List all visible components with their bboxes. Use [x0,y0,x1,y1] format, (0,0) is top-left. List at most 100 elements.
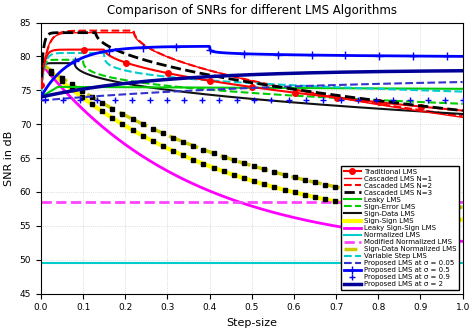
Proposed LMS at σ = 0.9 [216,98,222,102]
Leaky LMS [242,86,248,90]
Proposed LMS at σ = 0.9 [60,98,65,102]
Proposed LMS at σ = 2 [460,69,465,73]
Cascaded LMS N=1 [385,104,391,108]
Cascaded LMS N=1 [130,31,136,35]
Cascaded LMS N=2 [130,29,136,33]
Leaky Sign-Sign LMS [238,201,244,205]
Proposed LMS at σ = 0.05 [289,84,295,88]
Cascaded LMS N=2 [242,77,248,81]
Line: Variable Step LMS: Variable Step LMS [41,53,463,92]
Proposed LMS at σ = 0.9 [112,98,118,102]
Proposed LMS at σ = 0.9 [442,98,448,102]
Cascaded LMS N=3 [38,75,44,79]
Leaky LMS [55,85,61,89]
Line: Sign-Sign LMS: Sign-Sign LMS [41,63,463,220]
Sign-Data Normalized LMS [384,195,390,199]
Proposed LMS at σ = 0.05 [460,80,465,84]
Proposed LMS at σ = 0.5 [460,54,465,58]
Title: Comparison of SNRs for different LMS Algorithms: Comparison of SNRs for different LMS Alg… [107,4,397,17]
Sign-Error LMS [460,102,465,106]
Line: Proposed LMS at σ = 0.5: Proposed LMS at σ = 0.5 [37,42,467,101]
Traditional LMS [450,108,456,112]
X-axis label: Step-size: Step-size [226,318,277,328]
Cascaded LMS N=1 [290,88,296,92]
Cascaded LMS N=3 [290,87,296,91]
Sign-Data LMS [72,61,77,65]
Sign-Data LMS [267,99,273,103]
Proposed LMS at σ = 0.5 [290,53,296,57]
Line: Proposed LMS at σ = 0.05: Proposed LMS at σ = 0.05 [41,82,463,100]
Leaky LMS [267,86,273,90]
Line: Sign-Data Normalized LMS: Sign-Data Normalized LMS [41,63,463,208]
Cascaded LMS N=2 [239,77,245,81]
Sign-Error LMS [267,92,273,96]
Line: Leaky Sign-Sign LMS: Leaky Sign-Sign LMS [41,64,463,241]
Sign-Sign LMS [450,217,456,221]
Variable Step LMS [290,83,296,87]
Leaky Sign-Sign LMS [38,62,44,66]
Sign-Error LMS [385,99,391,103]
Traditional LMS [101,47,107,51]
Proposed LMS at σ = 0.9 [373,98,379,102]
Proposed LMS at σ = 0.05 [238,86,244,90]
Sign-Data LMS [460,112,465,116]
Legend: Traditional LMS, Cascaded LMS N=1, Cascaded LMS N=2, Cascaded LMS N=3, Leaky LMS: Traditional LMS, Cascaded LMS N=1, Casca… [341,166,459,290]
Cascaded LMS N=3 [92,31,98,35]
Sign-Error LMS [242,90,248,94]
Proposed LMS at σ = 0.9 [268,98,274,102]
Proposed LMS at σ = 2 [450,69,456,73]
Cascaded LMS N=1 [450,114,456,118]
Sign-Data LMS [38,86,44,90]
Sign-Error LMS [38,88,44,92]
Cascaded LMS N=2 [450,113,456,117]
Sign-Error LMS [80,58,86,62]
Leaky LMS [385,86,391,90]
Line: Cascaded LMS N=2: Cascaded LMS N=2 [41,31,463,116]
Variable Step LMS [385,87,391,91]
Leaky LMS [460,87,465,91]
Variable Step LMS [242,81,248,85]
Proposed LMS at σ = 0.5 [239,52,245,56]
Proposed LMS at σ = 0.05 [38,98,44,102]
Leaky LMS [239,86,245,90]
Sign-Sign LMS [289,190,295,194]
Cascaded LMS N=3 [450,108,456,112]
Sign-Sign LMS [266,184,272,188]
Y-axis label: SNR in dB: SNR in dB [4,130,14,186]
Proposed LMS at σ = 0.05 [384,82,390,86]
Proposed LMS at σ = 0.9 [286,98,292,102]
Traditional LMS [290,91,296,95]
Sign-Data LMS [239,96,245,100]
Proposed LMS at σ = 0.9 [199,98,205,102]
Cascaded LMS N=1 [38,84,44,88]
Proposed LMS at σ = 0.9 [42,98,48,102]
Cascaded LMS N=3 [242,79,248,83]
Proposed LMS at σ = 0.9 [129,98,135,102]
Proposed LMS at σ = 0.05 [241,86,247,90]
Cascaded LMS N=1 [460,116,465,120]
Leaky Sign-Sign LMS [450,239,456,243]
Sign-Data Normalized LMS [241,161,247,165]
Proposed LMS at σ = 0.9 [356,98,361,102]
Proposed LMS at σ = 0.9 [182,98,187,102]
Proposed LMS at σ = 2 [266,72,272,76]
Variable Step LMS [239,81,245,85]
Proposed LMS at σ = 0.9 [320,98,326,102]
Sign-Sign LMS [460,218,465,222]
Variable Step LMS [450,89,456,93]
Cascaded LMS N=2 [290,87,296,91]
Sign-Data LMS [290,100,296,104]
Sign-Sign LMS [241,176,247,180]
Cascaded LMS N=2 [385,103,391,107]
Sign-Error LMS [450,102,456,106]
Line: Cascaded LMS N=1: Cascaded LMS N=1 [41,33,463,118]
Cascaded LMS N=3 [460,109,465,113]
Leaky Sign-Sign LMS [266,209,272,213]
Traditional LMS [267,88,273,92]
Line: Sign-Data LMS: Sign-Data LMS [41,63,463,114]
Variable Step LMS [460,90,465,94]
Proposed LMS at σ = 0.9 [425,98,431,102]
Proposed LMS at σ = 0.05 [266,85,272,89]
Proposed LMS at σ = 0.5 [242,52,248,56]
Variable Step LMS [267,82,273,86]
